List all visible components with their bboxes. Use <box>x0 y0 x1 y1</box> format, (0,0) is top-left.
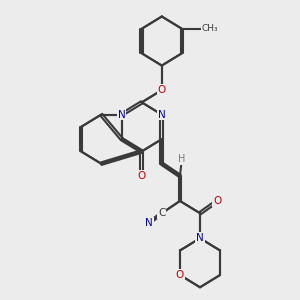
Text: N: N <box>118 110 126 120</box>
Text: O: O <box>176 270 184 280</box>
Text: C: C <box>158 208 166 218</box>
Text: N: N <box>196 233 204 243</box>
Text: CH₃: CH₃ <box>202 24 218 33</box>
Text: H: H <box>178 154 185 164</box>
Text: O: O <box>213 196 221 206</box>
Text: N: N <box>158 110 166 120</box>
Text: O: O <box>158 85 166 95</box>
Text: O: O <box>138 171 146 181</box>
Text: N: N <box>145 218 153 228</box>
